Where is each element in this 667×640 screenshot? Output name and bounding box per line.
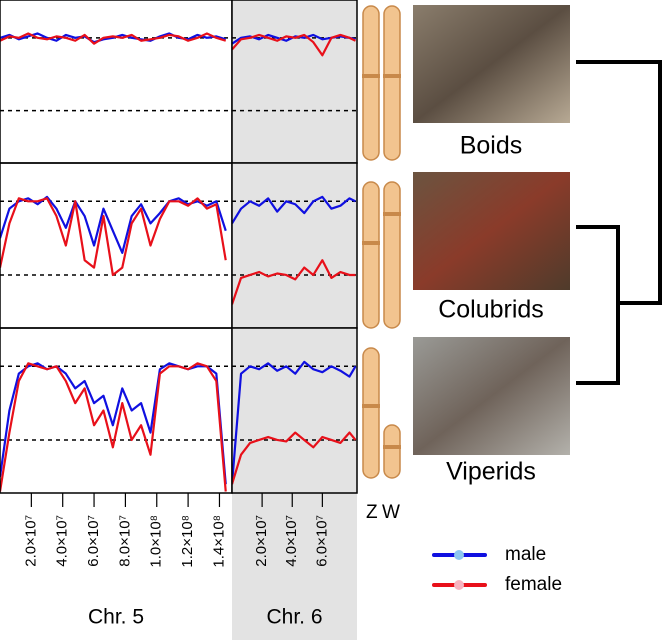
chrom-label: W (382, 502, 400, 523)
x-tick-label: 6.0×10⁷ (313, 515, 330, 567)
series-line (0, 32, 227, 45)
x-tick-label: 4.0×10⁷ (283, 515, 300, 567)
clade-label: Boids (460, 132, 523, 160)
photo (413, 5, 570, 123)
panel-frame (0, 0, 233, 164)
x-axis-title: Chr. 6 (266, 606, 322, 629)
series-line (0, 32, 227, 44)
ideograms (362, 5, 401, 479)
chrom-label: Z (366, 502, 378, 523)
panel-background (232, 0, 357, 163)
tree (576, 60, 662, 385)
panel (232, 195, 357, 305)
chr6-band (232, 493, 357, 640)
x-tick-label: 4.0×10⁷ (54, 515, 71, 567)
panel (0, 32, 232, 112)
legend-label: male (505, 544, 546, 565)
panel (0, 195, 232, 277)
x-tick-label: 1.2×10⁸ (179, 515, 196, 568)
panels: 2.0×10⁷ 4.0×10⁷ 6.0×10⁷ 8.0×10⁷ 1.0×10⁸ 1.2×1… (0, 0, 358, 629)
x-tick-label: 1.0×10⁸ (148, 515, 165, 568)
legend-swatch-point (454, 580, 464, 590)
legend-label: female (505, 574, 562, 595)
x-tick-label: 6.0×10⁷ (85, 515, 102, 567)
series-line (232, 360, 357, 485)
series-line (232, 431, 357, 485)
panel (0, 362, 232, 492)
x-tick-label: 1.4×10⁸ (210, 515, 227, 568)
photo (413, 172, 570, 290)
clade-label: Viperids (446, 458, 536, 486)
panel (232, 33, 357, 112)
legend-swatch-point (454, 550, 464, 560)
panel-frame (0, 162, 233, 329)
x-tick-label: 8.0×10⁷ (116, 515, 133, 567)
series-line (0, 362, 227, 485)
panel-background (232, 163, 357, 328)
series-line (0, 195, 227, 254)
panel (232, 360, 357, 485)
panel-background (232, 328, 357, 493)
series-line (0, 362, 227, 492)
x-axis-title: Chr. 5 (88, 606, 144, 629)
x-tick-label: 2.0×10⁷ (253, 515, 270, 567)
photo (413, 337, 570, 455)
series-line (232, 33, 356, 57)
series-line (0, 197, 227, 277)
series-line (232, 259, 356, 305)
panel-frame (231, 327, 358, 494)
series-line (232, 195, 356, 224)
clade-label: Colubrids (438, 296, 544, 324)
x-tick-label: 2.0×10⁷ (22, 515, 39, 567)
